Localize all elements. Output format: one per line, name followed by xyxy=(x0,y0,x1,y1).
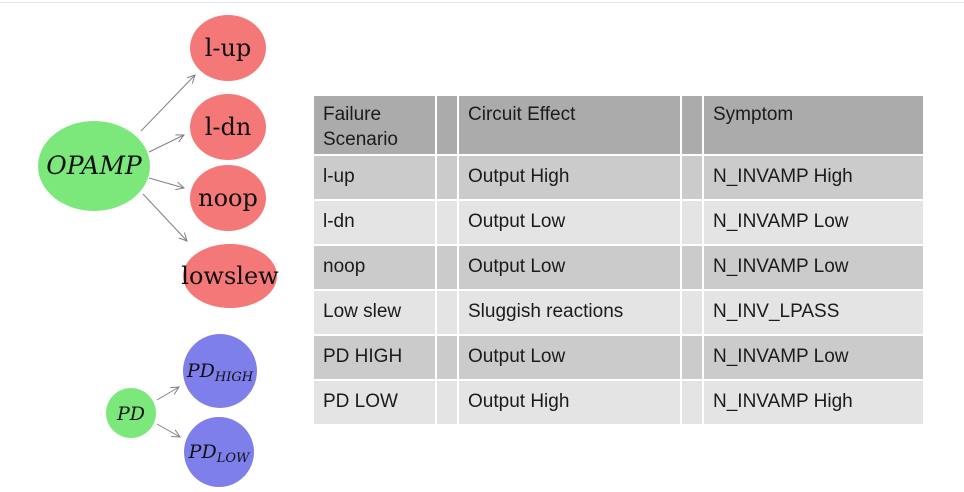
cell-scenario: l-up xyxy=(314,156,435,199)
cell-effect: Output High xyxy=(459,156,680,199)
arrow-opamp-ldn xyxy=(148,135,184,153)
pd-node-label: PD xyxy=(116,403,145,425)
cell-symptom: N_INV_LPASS xyxy=(704,291,923,334)
pdhigh-base: PD xyxy=(186,360,215,382)
col-header-symptom: Symptom xyxy=(704,96,923,154)
cell-symptom: N_INVAMP Low xyxy=(704,201,923,244)
fault-tree-diagram: OPAMP l-up l-dn noop lowslew PD PDHIGH P… xyxy=(38,15,279,487)
pdhigh-subscript: HIGH xyxy=(214,370,254,385)
cell-symptom: N_INVAMP Low xyxy=(704,246,923,289)
spacer-cell xyxy=(682,336,702,379)
cell-scenario: PD LOW xyxy=(314,381,435,424)
pdlow-subscript: LOW xyxy=(216,451,251,466)
spacer-cell xyxy=(437,156,457,199)
arrow-pd-pdhigh xyxy=(156,387,179,401)
opamp-node-label: OPAMP xyxy=(46,151,143,180)
spacer-cell xyxy=(437,246,457,289)
opamp-node xyxy=(38,121,150,211)
noop-node-label: noop xyxy=(198,184,258,212)
arrow-opamp-lowslew xyxy=(142,193,187,241)
cell-scenario: l-dn xyxy=(314,201,435,244)
pdhigh-node xyxy=(183,334,257,408)
cell-effect: Output High xyxy=(459,381,680,424)
pdlow-node xyxy=(184,417,254,487)
spacer-cell xyxy=(437,381,457,424)
col-header-circuit-effect: Circuit Effect xyxy=(459,96,680,154)
window-top-border xyxy=(0,2,964,3)
ldn-node xyxy=(190,94,266,160)
arrow-opamp-noop xyxy=(148,177,184,188)
spacer-cell xyxy=(682,291,702,334)
pdlow-base: PD xyxy=(188,441,217,463)
cell-scenario: noop xyxy=(314,246,435,289)
cell-effect: Output Low xyxy=(459,246,680,289)
cell-symptom: N_INVAMP Low xyxy=(704,336,923,379)
spacer-cell xyxy=(437,201,457,244)
cell-effect: Sluggish reactions xyxy=(459,291,680,334)
failure-scenario-table: Failure Scenario Circuit Effect Symptom … xyxy=(314,96,923,424)
opamp-arrows xyxy=(140,75,195,241)
header-spacer-cell xyxy=(437,96,457,154)
arrow-pd-pdlow xyxy=(156,423,180,437)
lup-node-label: l-up xyxy=(205,34,252,62)
cell-symptom: N_INVAMP High xyxy=(704,381,923,424)
col-header-failure-scenario: Failure Scenario xyxy=(314,96,435,154)
pdlow-node-label: PDLOW xyxy=(188,441,251,466)
noop-node xyxy=(190,165,266,231)
cell-effect: Output Low xyxy=(459,201,680,244)
spacer-cell xyxy=(682,381,702,424)
cell-scenario: PD HIGH xyxy=(314,336,435,379)
ldn-node-label: l-dn xyxy=(205,113,252,141)
pdhigh-node-label: PDHIGH xyxy=(186,360,254,385)
lup-node xyxy=(190,15,266,81)
lowslew-node-label: lowslew xyxy=(181,262,279,290)
header-spacer-cell xyxy=(682,96,702,154)
cell-scenario: Low slew xyxy=(314,291,435,334)
spacer-cell xyxy=(437,336,457,379)
pd-arrows xyxy=(156,387,180,437)
arrow-opamp-lup xyxy=(140,75,195,132)
spacer-cell xyxy=(437,291,457,334)
pd-node xyxy=(106,388,156,438)
cell-symptom: N_INVAMP High xyxy=(704,156,923,199)
spacer-cell xyxy=(682,156,702,199)
lowslew-node xyxy=(183,244,277,308)
cell-effect: Output Low xyxy=(459,336,680,379)
spacer-cell xyxy=(682,246,702,289)
spacer-cell xyxy=(682,201,702,244)
